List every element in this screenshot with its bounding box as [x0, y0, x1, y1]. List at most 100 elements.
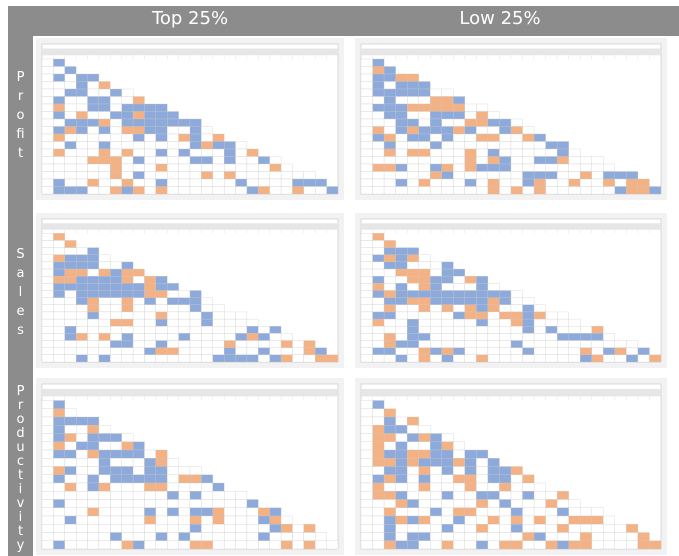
matrix-cell: [476, 163, 489, 172]
matrix-cell: [372, 499, 385, 508]
matrix-cell: [98, 283, 111, 291]
matrix-cell: [522, 474, 535, 484]
matrix-cell: [418, 491, 431, 500]
matrix-cell: [292, 540, 304, 550]
matrix-cell: [280, 178, 293, 187]
matrix-cell: [269, 171, 282, 180]
matrix-cell: [533, 482, 546, 492]
matrix-cell: [591, 347, 604, 356]
matrix-cell: [315, 354, 327, 363]
matrix-cell: [110, 507, 122, 517]
matrix-row-label: [360, 233, 373, 241]
matrix-cell: [258, 163, 270, 172]
matrix-cell: [464, 283, 477, 291]
matrix-cell: [476, 148, 489, 157]
matrix-cell: [167, 340, 179, 348]
matrix-cell: [545, 540, 558, 550]
matrix-cell: [201, 178, 213, 187]
matrix-cell: [121, 433, 134, 442]
matrix-row-label: [41, 247, 54, 255]
matrix-cell: [110, 297, 122, 305]
matrix-cell: [132, 441, 145, 451]
matrix-cell: [110, 96, 122, 105]
matrix-cell: [614, 354, 627, 363]
matrix-cell: [395, 540, 408, 550]
matrix-cell: [144, 297, 156, 305]
matrix-cell: [603, 347, 615, 356]
matrix-row-label: [360, 118, 373, 127]
matrix-cell: [155, 297, 168, 305]
matrix-cell: [510, 515, 523, 525]
matrix-cell: [76, 474, 88, 484]
matrix-cell: [476, 290, 489, 298]
matrix-cell: [545, 507, 558, 517]
matrix-cell: [155, 111, 168, 120]
matrix-cell: [395, 326, 408, 334]
matrix-cell: [441, 148, 454, 157]
matrix-cell: [568, 540, 581, 550]
matrix-cell: [98, 466, 111, 475]
matrix-cell: [212, 318, 225, 327]
matrix-cell: [189, 515, 202, 525]
matrix-cell: [464, 103, 477, 112]
matrix-cell: [110, 458, 122, 467]
matrix-cell: [407, 96, 419, 105]
matrix-cell: [76, 133, 88, 142]
matrix-cell: [235, 318, 248, 327]
matrix-cell: [418, 532, 431, 541]
matrix-cell: [545, 148, 558, 157]
matrix-cell: [155, 499, 168, 508]
matrix-cell: [395, 96, 408, 105]
matrix-cell: [201, 171, 213, 180]
matrix-cell: [53, 88, 65, 97]
matrix-cell: [476, 304, 489, 313]
matrix-cell: [167, 304, 179, 313]
matrix-cell: [189, 178, 202, 187]
matrix-cell: [453, 482, 465, 492]
matrix-cell: [87, 283, 100, 291]
matrix-cell: [280, 340, 293, 348]
matrix-cell: [64, 304, 77, 313]
matrix-row-label: [41, 449, 54, 459]
matrix-cell: [487, 304, 500, 313]
matrix-cell: [464, 186, 477, 195]
matrix-cell: [235, 515, 248, 525]
matrix-cell: [522, 156, 535, 165]
matrix-cell: [395, 178, 408, 187]
matrix-cell: [418, 425, 431, 434]
matrix-cell: [487, 163, 500, 172]
matrix-cell: [144, 311, 156, 320]
matrix-cell: [407, 532, 419, 541]
matrix-cell: [132, 474, 145, 484]
matrix-cell: [626, 186, 639, 195]
matrix-cell: [98, 540, 111, 550]
matrix-cell: [64, 540, 77, 550]
matrix-row-label: [41, 532, 54, 541]
matrix-cell: [453, 441, 465, 451]
matrix-cell: [580, 156, 592, 165]
matrix-cell: [121, 318, 134, 327]
matrix-cell: [418, 354, 431, 363]
matrix-cell: [614, 524, 627, 533]
matrix-cell: [545, 354, 558, 363]
matrix-row-label: [360, 474, 373, 484]
matrix-cell: [292, 186, 304, 195]
matrix-cell: [499, 118, 512, 127]
matrix-cell: [510, 333, 523, 341]
matrix-cell: [464, 318, 477, 327]
matrix-cell: [178, 186, 191, 195]
matrix-cell: [121, 88, 134, 97]
matrix-cell: [418, 482, 431, 492]
matrix-cell: [167, 148, 179, 157]
matrix-cell: [258, 515, 270, 525]
matrix-cell: [383, 449, 396, 459]
matrix-cell: [407, 311, 419, 320]
matrix-cell: [568, 333, 581, 341]
matrix-cell: [53, 524, 65, 533]
matrix-cell: [132, 449, 145, 459]
matrix-cell: [395, 290, 408, 298]
matrix-cell: [407, 290, 419, 298]
matrix-cell: [418, 297, 431, 305]
matrix-cell: [269, 532, 282, 541]
